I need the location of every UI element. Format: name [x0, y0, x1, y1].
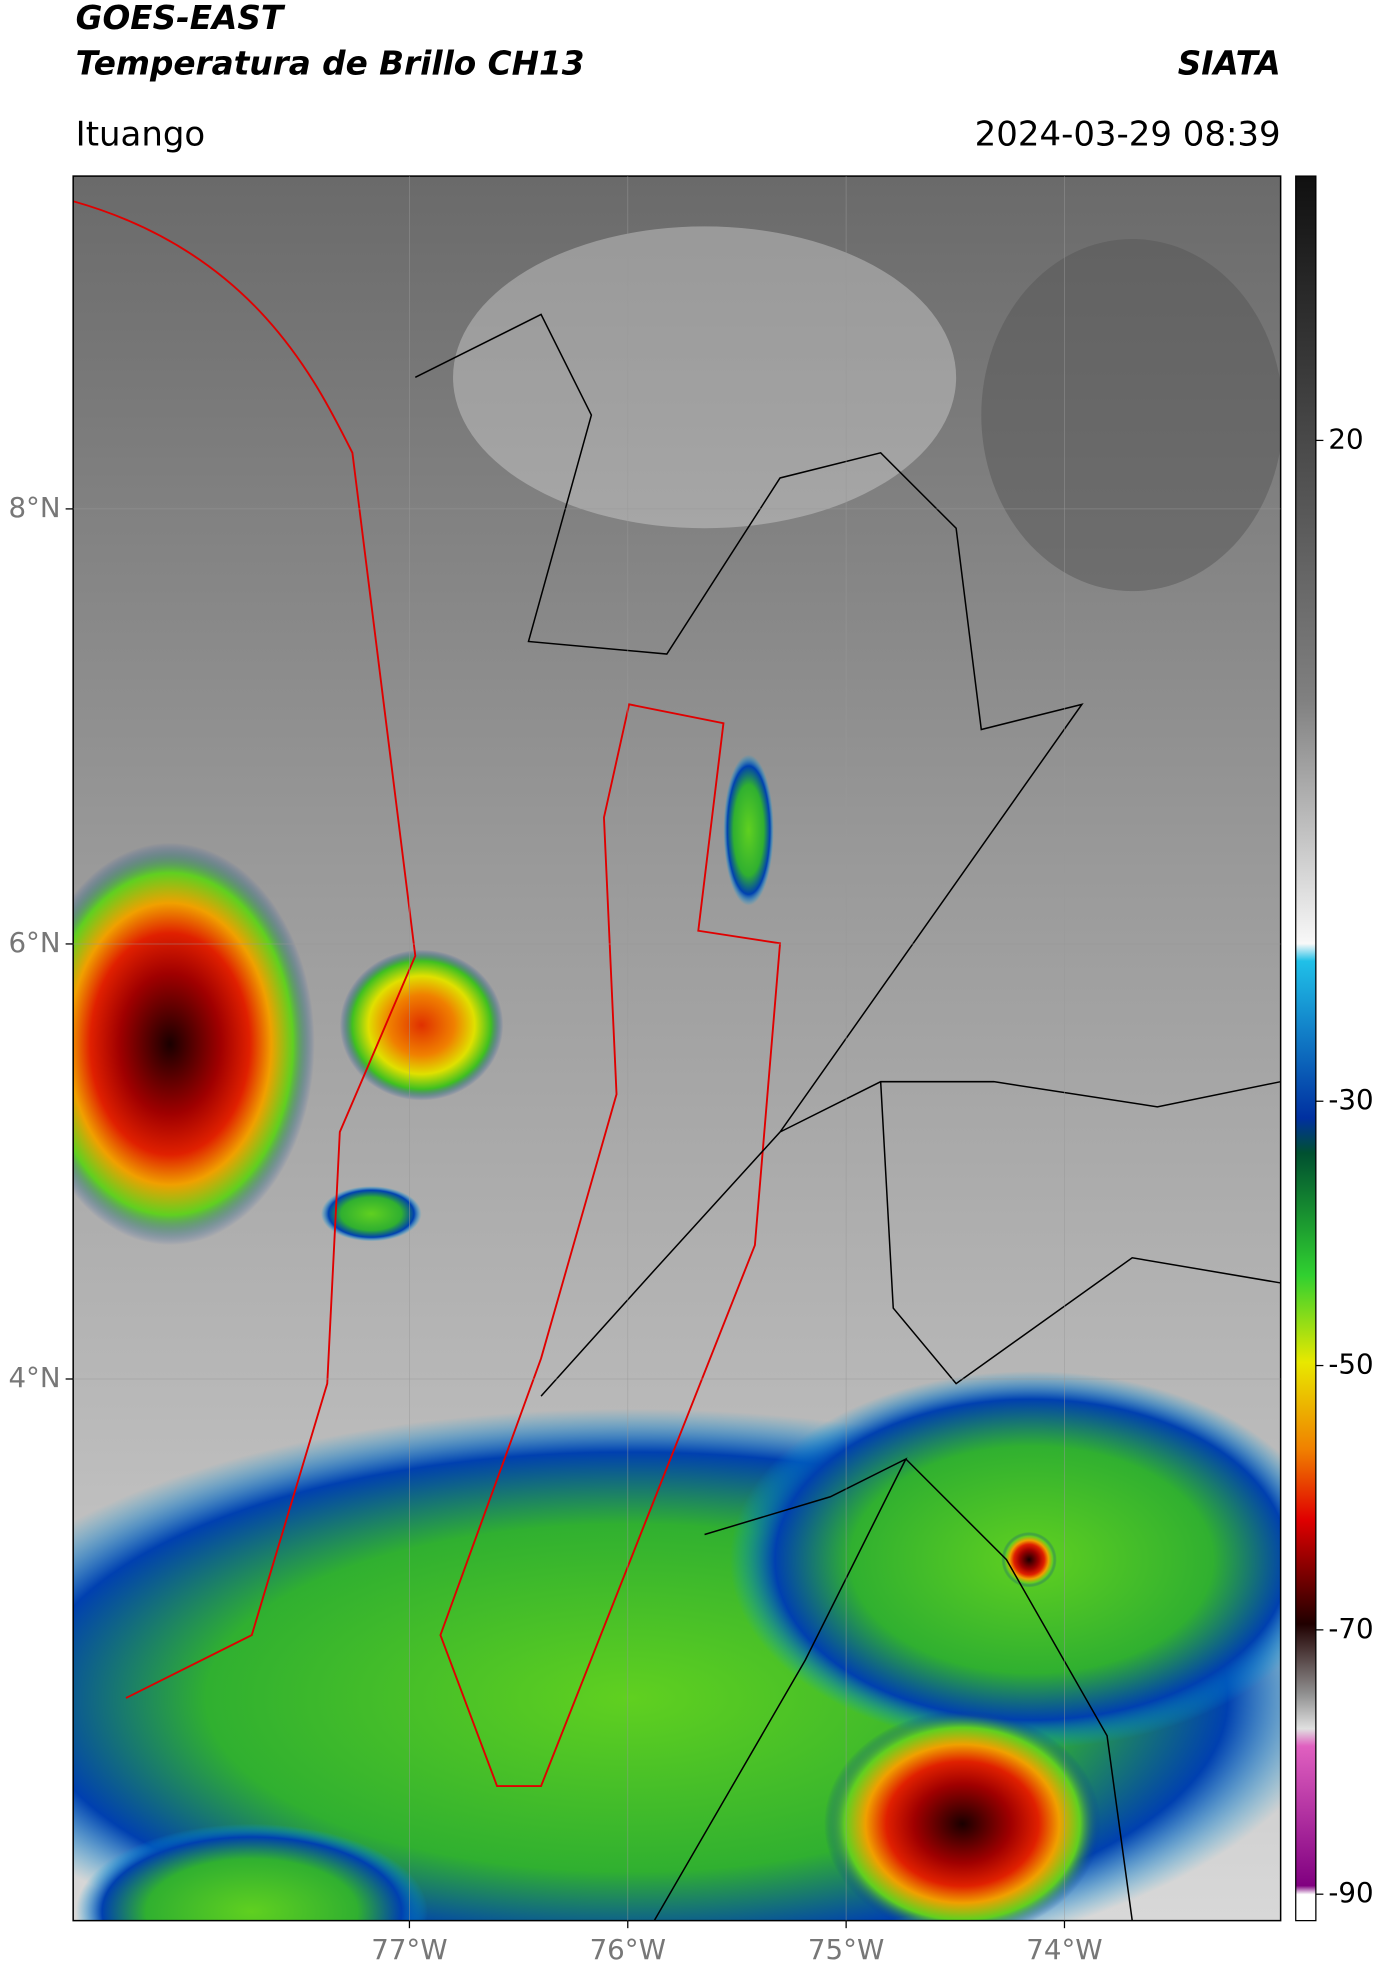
agency: SIATA	[1178, 44, 1281, 82]
colorbar-label: -90	[1328, 1876, 1373, 1909]
datetime: 2024-03-29 08:39	[975, 114, 1281, 154]
y-tick-label: 4°N	[8, 1361, 60, 1394]
region-outline	[439, 703, 782, 1787]
location: Ituango	[76, 114, 206, 154]
storm	[320, 1186, 422, 1242]
colorbar-label: -30	[1328, 1083, 1373, 1116]
storm	[723, 754, 774, 906]
storm	[1001, 1531, 1057, 1588]
cloud	[981, 239, 1281, 592]
storm	[75, 1823, 428, 1921]
borders	[414, 313, 1281, 1921]
cloud	[453, 226, 957, 529]
subtitle: Temperatura de Brillo CH13	[76, 44, 585, 82]
x-tick-label: 74°W	[1026, 1933, 1102, 1966]
coastline	[73, 200, 417, 1699]
y-tick-label: 8°N	[8, 491, 60, 524]
x-tick-label: 76°W	[590, 1933, 666, 1966]
map-frame	[72, 175, 1282, 1922]
x-tick-label: 77°W	[371, 1933, 447, 1966]
colorbar-label: 20	[1328, 422, 1363, 455]
colorbar-label: -70	[1328, 1612, 1373, 1645]
storm	[73, 842, 315, 1246]
storm	[824, 1710, 1101, 1921]
y-tick-label: 6°N	[8, 926, 60, 959]
satellite-image	[73, 176, 1281, 1921]
colorbar-label: -50	[1328, 1348, 1373, 1381]
storm	[339, 949, 504, 1101]
title: GOES-EAST	[76, 0, 286, 37]
colorbar	[1295, 175, 1317, 1922]
x-tick-label: 75°W	[808, 1933, 884, 1966]
